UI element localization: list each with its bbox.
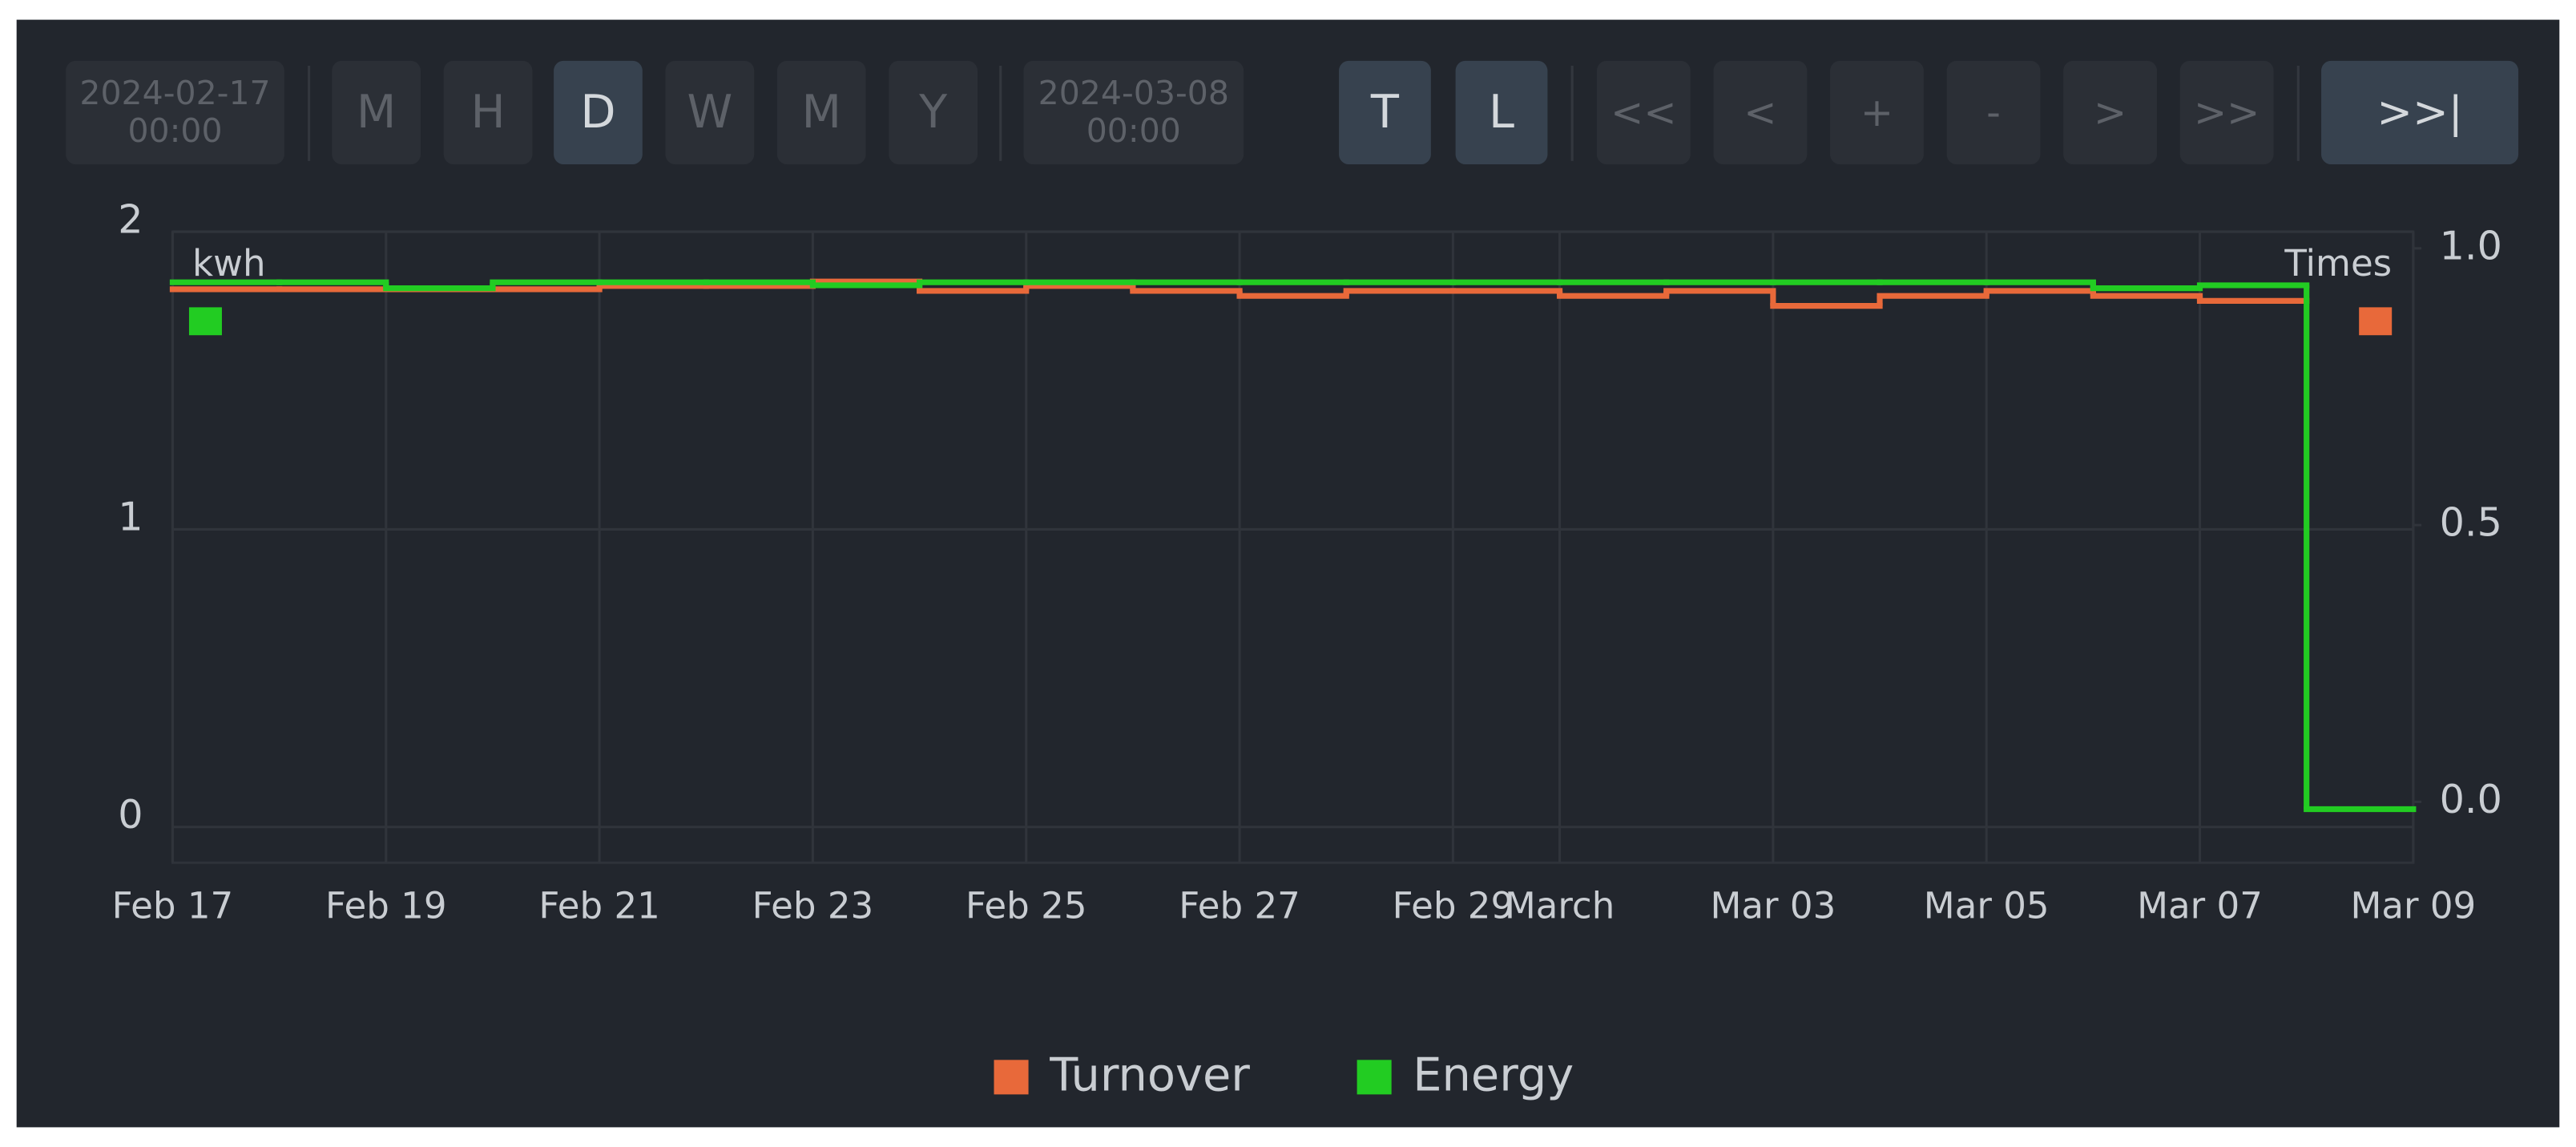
- x-tick-label: March: [1505, 885, 1615, 927]
- button-label: 2024-02-17: [79, 74, 270, 112]
- button-label: M: [357, 85, 397, 139]
- button[interactable]: [1455, 60, 1548, 165]
- button-label: >: [2094, 89, 2127, 135]
- button-label: +: [1860, 89, 1893, 135]
- x-tick-label: Feb 25: [965, 885, 1087, 927]
- button-label: H: [471, 85, 506, 139]
- x-tick-label: Feb 21: [538, 885, 660, 927]
- button-label: T: [1370, 85, 1400, 139]
- y-tick-label: 0: [118, 791, 143, 838]
- button[interactable]: [2179, 60, 2274, 165]
- y-tick-label: 2: [118, 196, 143, 242]
- button[interactable]: [1713, 60, 1808, 165]
- y2-tick-label: 0.5: [2440, 499, 2502, 546]
- button-label: Y: [918, 85, 948, 139]
- button[interactable]: [554, 60, 643, 165]
- button[interactable]: [2321, 60, 2519, 165]
- axis-indicator: [188, 307, 222, 336]
- x-tick-label: Mar 07: [2137, 885, 2263, 927]
- x-tick-label: Feb 19: [325, 885, 447, 927]
- x-tick-label: Feb 27: [1179, 885, 1300, 927]
- button[interactable]: [889, 60, 978, 165]
- x-tick-label: Feb 17: [112, 885, 234, 927]
- y2-axis-label: Times: [2284, 242, 2392, 285]
- y2-tick-label: 1.0: [2440, 222, 2502, 269]
- button[interactable]: [443, 60, 533, 165]
- y-axis-label: kwh: [192, 242, 266, 285]
- button-label: <: [1744, 89, 1776, 135]
- button[interactable]: [665, 60, 755, 165]
- button-label: >>: [2194, 89, 2260, 135]
- button[interactable]: [1596, 60, 1691, 165]
- x-tick-label: Mar 05: [1924, 885, 2050, 927]
- button-label: L: [1489, 85, 1514, 139]
- y2-tick-label: 0.0: [2440, 776, 2502, 822]
- legend-swatch: [1357, 1060, 1392, 1095]
- button-label: 2024-03-08: [1038, 74, 1229, 112]
- button[interactable]: [1946, 60, 2041, 165]
- x-tick-label: Mar 09: [2350, 885, 2476, 927]
- button[interactable]: [1023, 60, 1244, 165]
- axis-indicator: [2359, 307, 2393, 336]
- button-label: 00:00: [1086, 111, 1181, 150]
- x-tick-label: Feb 29: [1393, 885, 1514, 927]
- button[interactable]: [776, 60, 866, 165]
- legend-label: Turnover: [1049, 1048, 1250, 1102]
- button-label: M: [801, 85, 841, 139]
- button-label: 00:00: [127, 111, 222, 150]
- button[interactable]: [66, 60, 284, 165]
- button-label: >>|: [2376, 87, 2462, 137]
- button-label: D: [580, 85, 615, 139]
- button-label: <<: [1611, 89, 1676, 135]
- button[interactable]: [332, 60, 421, 165]
- button[interactable]: [2063, 60, 2158, 165]
- panel: [16, 19, 2560, 1128]
- x-tick-label: Feb 23: [752, 885, 874, 927]
- legend-swatch: [994, 1060, 1029, 1095]
- button-label: W: [687, 85, 732, 139]
- y-tick-label: 1: [118, 494, 143, 540]
- button[interactable]: [1339, 60, 1431, 165]
- button-label: -: [1986, 89, 2001, 135]
- x-tick-label: Mar 03: [1710, 885, 1836, 927]
- button[interactable]: [1830, 60, 1924, 165]
- legend-label: Energy: [1413, 1048, 1574, 1102]
